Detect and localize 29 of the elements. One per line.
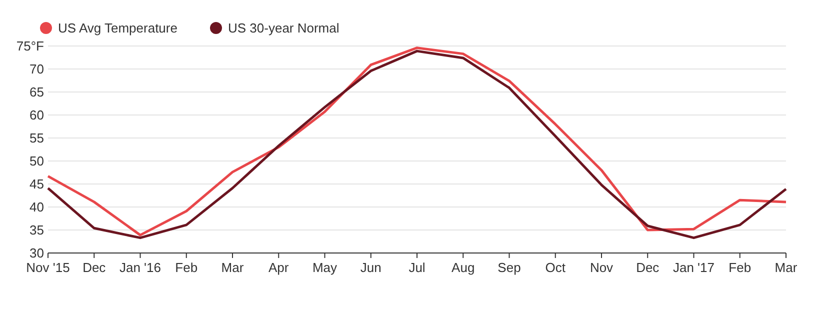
y-tick-label: 50 bbox=[30, 154, 44, 169]
x-tick-label: Oct bbox=[545, 260, 566, 275]
y-tick-label: 30 bbox=[30, 246, 44, 261]
x-tick-label: Apr bbox=[268, 260, 290, 275]
x-tick-label: Jan '17 bbox=[672, 260, 715, 275]
x-tick-label: Mar bbox=[221, 260, 244, 275]
x-tick-label: Dec bbox=[82, 260, 106, 275]
y-tick-label: 55 bbox=[30, 130, 44, 146]
x-tick-label: Mar bbox=[774, 260, 798, 275]
x-tick-label: Feb bbox=[728, 260, 752, 275]
x-tick-label: May bbox=[312, 260, 338, 275]
legend-label: US Avg Temperature bbox=[58, 20, 178, 36]
x-tick-label: Jan '16 bbox=[119, 260, 162, 275]
legend-label: US 30-year Normal bbox=[228, 20, 340, 36]
y-tick-label: 45 bbox=[30, 176, 44, 192]
x-tick-label: Jun bbox=[360, 260, 382, 275]
x-tick-label: Jul bbox=[408, 260, 426, 275]
x-tick-label: Nov '15 bbox=[26, 260, 70, 275]
x-tick-label: Aug bbox=[452, 260, 475, 275]
y-tick-label: 70 bbox=[30, 62, 44, 77]
y-tick-label: 65 bbox=[30, 84, 44, 100]
y-tick-label: 60 bbox=[30, 108, 44, 123]
x-tick-label: Nov bbox=[590, 260, 614, 275]
x-tick-label: Feb bbox=[175, 260, 198, 275]
y-tick-label: 35 bbox=[30, 222, 44, 238]
x-tick-label: Dec bbox=[636, 260, 660, 275]
x-tick-label: Sep bbox=[498, 260, 521, 275]
y-tick-label: 75°F bbox=[16, 38, 44, 54]
y-tick-label: 40 bbox=[30, 200, 44, 215]
